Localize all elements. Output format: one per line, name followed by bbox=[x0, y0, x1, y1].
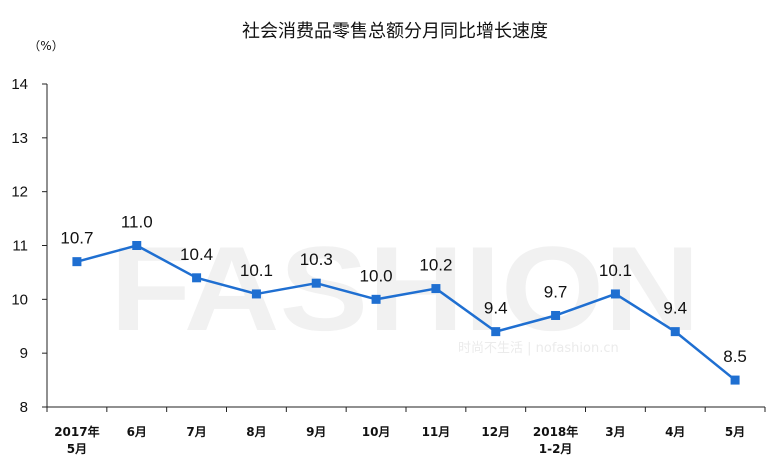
data-label: 9.4 bbox=[484, 299, 508, 318]
data-point bbox=[730, 375, 740, 385]
data-point bbox=[132, 241, 142, 250]
data-point bbox=[670, 327, 680, 337]
data-point bbox=[311, 278, 321, 288]
data-labels: 10.7 11.0 10.4 10.1 10.3 10.0 10.2 9.4 9.7 10.1 9.… bbox=[60, 213, 747, 367]
data-point bbox=[491, 327, 501, 337]
data-label: 11.0 bbox=[121, 213, 153, 232]
data-label: 10.4 bbox=[180, 245, 213, 264]
data-point bbox=[371, 294, 381, 304]
chart-title: 社会消费品零售总额分月同比增长速度 bbox=[242, 21, 548, 42]
series-markers bbox=[72, 241, 740, 385]
x-axis-ticks: 2017年 5月 6月 7月 8月 9月 10月 11月 12月 2018年 1-2月 3月 4月 5月 bbox=[46, 407, 766, 456]
data-point bbox=[431, 284, 441, 294]
watermark-caption: 时尚不生活 | nofashion.cn bbox=[458, 341, 619, 356]
x-tick-label: 12月 bbox=[481, 425, 510, 439]
series-line bbox=[76, 244, 736, 382]
data-point bbox=[192, 273, 202, 283]
y-axis-unit: （%） bbox=[28, 39, 63, 53]
data-label: 10.3 bbox=[300, 250, 333, 269]
x-tick-label: 4月 bbox=[665, 425, 685, 439]
series-line-path bbox=[76, 244, 736, 382]
y-tick-label: 8 bbox=[20, 399, 28, 416]
watermark: FASHION 时尚不生活 | nofashion.cn bbox=[110, 222, 700, 356]
data-label: 8.5 bbox=[723, 347, 747, 366]
watermark-brand: FASHION bbox=[110, 222, 700, 356]
data-point bbox=[551, 310, 561, 320]
x-tick-label: 6月 bbox=[127, 425, 147, 439]
data-label: 10.1 bbox=[599, 261, 632, 280]
x-tick-label: 7月 bbox=[186, 425, 206, 439]
y-tick-label: 10 bbox=[11, 291, 28, 308]
x-tick-label: 5月 bbox=[725, 425, 745, 439]
y-axis-ticks: 8 9 10 11 12 13 14 bbox=[11, 76, 47, 416]
data-point bbox=[251, 289, 261, 299]
x-tick-label: 9月 bbox=[306, 425, 326, 439]
x-tick-label: 2018年 1-2月 bbox=[533, 424, 578, 456]
x-tick-label: 8月 bbox=[246, 425, 266, 439]
data-point bbox=[72, 257, 82, 267]
y-tick-label: 14 bbox=[11, 76, 28, 93]
data-label: 10.7 bbox=[60, 229, 93, 248]
data-label: 10.1 bbox=[240, 261, 273, 280]
y-tick-label: 12 bbox=[11, 184, 28, 201]
x-tick-label: 3月 bbox=[605, 425, 625, 439]
data-label: 9.4 bbox=[663, 299, 687, 318]
data-label: 10.0 bbox=[360, 266, 393, 285]
x-tick-label: 10月 bbox=[362, 425, 391, 439]
y-tick-label: 11 bbox=[12, 238, 28, 255]
x-tick-label: 2017年 5月 bbox=[54, 424, 99, 456]
data-label: 9.7 bbox=[544, 282, 568, 301]
data-label: 10.2 bbox=[419, 256, 452, 275]
y-tick-label: 13 bbox=[11, 130, 28, 147]
data-point bbox=[610, 289, 620, 299]
y-tick-label: 9 bbox=[20, 345, 28, 362]
x-tick-label: 11月 bbox=[422, 425, 451, 439]
